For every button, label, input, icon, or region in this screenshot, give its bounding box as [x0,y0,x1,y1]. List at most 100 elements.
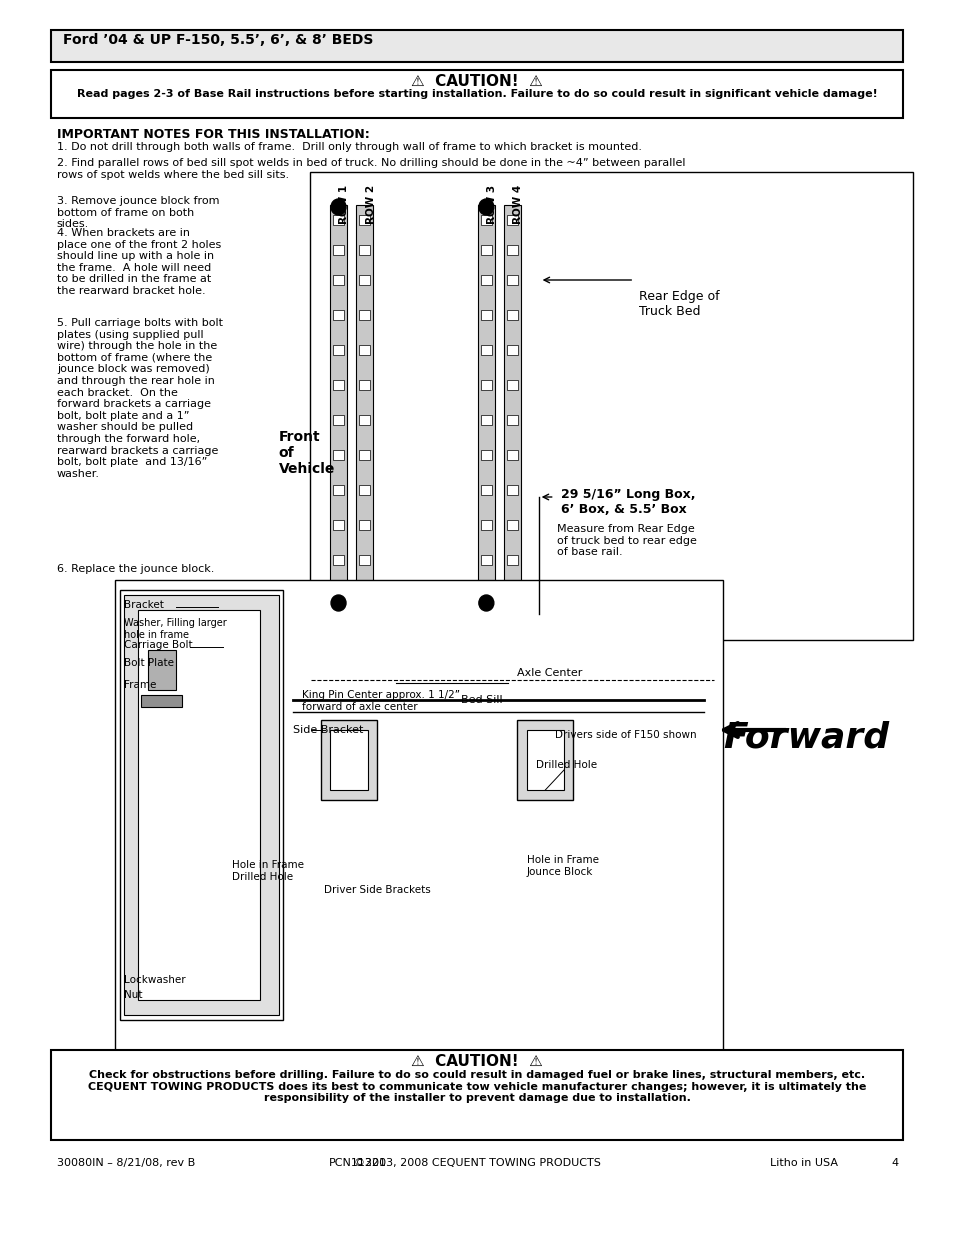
Bar [148,650,175,690]
Bar [480,520,492,530]
Text: 4: 4 [890,1158,898,1168]
Bar [506,450,517,459]
Bar [355,205,373,605]
Text: 6. Replace the jounce block.: 6. Replace the jounce block. [57,564,214,574]
Text: Measure from Rear Edge
of truck bed to rear edge
of base rail.: Measure from Rear Edge of truck bed to r… [556,524,696,557]
Text: Ford ’04 & UP F-150, 5.5’, 6’, & 8’ BEDS: Ford ’04 & UP F-150, 5.5’, 6’, & 8’ BEDS [64,33,374,47]
Text: Lockwasher: Lockwasher [124,974,186,986]
Text: ⚠  CAUTION!  ⚠: ⚠ CAUTION! ⚠ [411,74,542,89]
Text: 4. When brackets are in
place one of the front 2 holes
should line up with a hol: 4. When brackets are in place one of the… [57,228,221,296]
Bar [506,215,517,225]
Text: 5. Pull carriage bolts with bolt
plates (using supplied pull
wire) through the h: 5. Pull carriage bolts with bolt plates … [57,317,223,479]
Bar [51,1050,902,1140]
Bar [333,555,344,564]
Text: ROW 1: ROW 1 [339,185,349,224]
Bar [480,485,492,495]
Text: Rear Edge of
Truck Bed: Rear Edge of Truck Bed [639,290,719,317]
Text: King Pin Center approx. 1 1/2”
forward of axle center: King Pin Center approx. 1 1/2” forward o… [302,690,459,711]
Bar [480,450,492,459]
Text: 3. Remove jounce block from
bottom of frame on both
sides.: 3. Remove jounce block from bottom of fr… [57,196,219,230]
Bar [333,520,344,530]
Bar [480,415,492,425]
Text: PCN11321: PCN11321 [329,1158,387,1168]
Bar [124,595,278,1015]
Bar [358,580,370,590]
Bar [517,720,573,800]
Bar [333,310,344,320]
Bar [141,695,182,706]
Bar [320,720,376,800]
Bar [506,555,517,564]
Circle shape [478,595,494,611]
Bar [480,345,492,354]
Text: Nut: Nut [124,990,143,1000]
Text: IMPORTANT NOTES FOR THIS INSTALLATION:: IMPORTANT NOTES FOR THIS INSTALLATION: [57,128,369,141]
Text: 1. Do not drill through both walls of frame.  Drill only through wall of frame t: 1. Do not drill through both walls of fr… [57,142,641,152]
Bar [503,205,520,605]
Bar [333,415,344,425]
Circle shape [478,199,494,215]
Text: ROW 2: ROW 2 [365,185,375,224]
Bar [333,450,344,459]
Bar [330,205,347,605]
Text: Bracket: Bracket [124,600,164,610]
Text: Forward: Forward [722,720,888,755]
Bar [119,590,283,1020]
Text: 30080IN – 8/21/08, rev B: 30080IN – 8/21/08, rev B [57,1158,195,1168]
Text: Washer, Filling larger
hole in frame: Washer, Filling larger hole in frame [124,618,227,640]
Text: ©2003, 2008 CEQUENT TOWING PRODUCTS: ©2003, 2008 CEQUENT TOWING PRODUCTS [354,1158,599,1168]
Bar [480,555,492,564]
Bar [526,730,563,790]
Bar [506,380,517,390]
Text: Hole in Frame
Jounce Block: Hole in Frame Jounce Block [526,855,598,877]
Bar [333,380,344,390]
Bar [333,485,344,495]
Text: Carriage Bolt: Carriage Bolt [124,640,193,650]
Bar [506,245,517,254]
Text: Bed Sill: Bed Sill [460,695,502,705]
Bar [333,580,344,590]
Bar [358,485,370,495]
Bar [506,520,517,530]
Bar [480,215,492,225]
Bar [358,555,370,564]
Text: Front
of
Vehicle: Front of Vehicle [278,430,335,477]
Bar [506,310,517,320]
Bar [330,730,367,790]
Text: Driver Side Brackets: Driver Side Brackets [323,885,430,895]
Bar [358,245,370,254]
Bar [309,172,912,640]
Bar [480,580,492,590]
Text: Hole in Frame
Drilled Hole: Hole in Frame Drilled Hole [232,860,304,882]
Bar [480,275,492,285]
Text: 29 5/16” Long Box,
6’ Box, & 5.5’ Box: 29 5/16” Long Box, 6’ Box, & 5.5’ Box [560,488,695,516]
Text: Check for obstructions before drilling. Failure to do so could result in damaged: Check for obstructions before drilling. … [88,1070,865,1103]
Circle shape [331,199,346,215]
Bar [114,580,722,1050]
Bar [358,275,370,285]
Text: ROW 3: ROW 3 [487,185,497,224]
Text: Drivers side of F150 shown: Drivers side of F150 shown [554,730,696,740]
Text: ROW 4: ROW 4 [513,185,523,225]
Circle shape [331,595,346,611]
Bar [333,275,344,285]
Bar [358,415,370,425]
Text: Read pages 2-3 of Base Rail instructions before starting installation. Failure t: Read pages 2-3 of Base Rail instructions… [76,89,877,99]
Bar [138,610,259,1000]
Bar [333,345,344,354]
Bar [358,215,370,225]
Bar [358,450,370,459]
Bar [480,245,492,254]
Text: 2. Find parallel rows of bed sill spot welds in bed of truck. No drilling should: 2. Find parallel rows of bed sill spot w… [57,158,684,179]
Text: ⚠  CAUTION!  ⚠: ⚠ CAUTION! ⚠ [411,1053,542,1070]
Bar [506,275,517,285]
Bar [358,345,370,354]
Text: Bolt Plate: Bolt Plate [124,658,174,668]
Bar [51,70,902,119]
Bar [477,205,495,605]
Bar [358,380,370,390]
Bar [358,520,370,530]
Bar [506,415,517,425]
Bar [358,310,370,320]
Text: Side Bracket: Side Bracket [293,725,363,735]
